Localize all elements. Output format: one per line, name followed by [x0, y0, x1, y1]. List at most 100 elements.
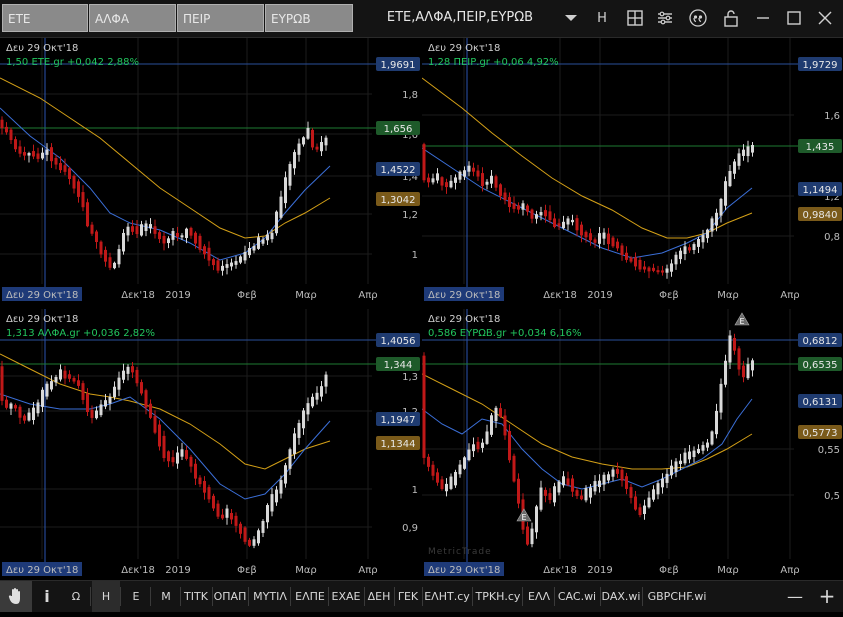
symbol-tab-3[interactable]: ΠΕΙΡ — [177, 4, 264, 32]
bottom-tab-8[interactable]: ΕΛΠΕ — [295, 590, 325, 603]
candle-body — [629, 257, 633, 262]
chart-panel-ete[interactable]: Δευ 29 Οκτ'18 1,50 ΕΤΕ.gr +0,042 2,88% 1,8… — [0, 38, 421, 306]
candle-body — [50, 147, 53, 162]
quote-icon[interactable] — [687, 6, 709, 30]
crosshair-date-tag: Δευ 29 Οκτ'18 — [2, 562, 82, 576]
chart-panel-eurob[interactable]: E E MetricTrade Δευ 29 Οκτ'18 0,586 ΕΥΡΩΒ.gr… — [422, 309, 843, 579]
chart-ete[interactable]: Δευ 29 Οκτ'18 1,50 ΕΤΕ.gr +0,042 2,88% 1,8… — [0, 38, 421, 306]
symbol-tab-2[interactable]: ΑΛΦΑ — [89, 4, 176, 32]
candle-body — [598, 480, 601, 487]
candle-body — [539, 487, 543, 510]
candle-body — [167, 451, 170, 462]
x-tick-label: Φεβ — [237, 565, 257, 576]
candle-body — [95, 410, 98, 419]
bottom-tab-17[interactable]: GBPCHF.wi — [647, 590, 707, 603]
bottom-tab-12[interactable]: ΕΛΗΤ.cy — [424, 590, 470, 603]
candle-body — [638, 259, 642, 270]
symbol-tab-4[interactable]: ΕΥΡΩΒ — [265, 4, 353, 32]
candle-body — [472, 444, 475, 452]
event-marker[interactable]: E — [734, 312, 750, 326]
y-tick-label: 1 — [412, 485, 418, 496]
bottom-tab-16[interactable]: DAX.wi — [601, 590, 641, 603]
candle-body — [0, 366, 4, 401]
tab-separator — [422, 587, 423, 606]
candle-body — [751, 145, 754, 153]
candle-body — [9, 129, 13, 141]
candle-body — [472, 167, 475, 172]
candle-body — [203, 480, 206, 493]
candle-body — [207, 247, 211, 261]
bottom-tab-3[interactable]: E — [132, 590, 140, 603]
bottom-tab-11[interactable]: ΓΕΚ — [397, 590, 419, 603]
x-tick-label: Μαρ — [717, 565, 739, 576]
candle-body — [248, 248, 251, 256]
candle-body — [45, 383, 49, 397]
candle-body — [724, 181, 727, 206]
chart-peir[interactable]: Δευ 29 Οκτ'18 1,28 ΠΕΙΡ.gr +0,06 4,92% 1,6… — [422, 38, 843, 306]
candle-body — [449, 476, 453, 489]
candle-body — [584, 231, 588, 238]
candle-body — [701, 235, 705, 243]
close-icon[interactable] — [814, 6, 836, 30]
chart-alfa[interactable]: Δευ 29 Οκτ'18 1,313 ΑΛΦΑ.gr +0,036 2,82% 1… — [0, 309, 421, 579]
candle-body — [81, 192, 85, 208]
price-badge-label: 1,9691 — [381, 60, 416, 71]
bottom-tab-10[interactable]: ΔΕΗ — [367, 590, 391, 603]
candle-body — [499, 408, 502, 417]
candle-body — [616, 241, 619, 249]
bottom-tab-7[interactable]: ΜΥΤΙΛ — [253, 590, 287, 603]
chart-eurob[interactable]: E E MetricTrade Δευ 29 Οκτ'18 0,586 ΕΥΡΩΒ.gr… — [422, 309, 843, 579]
maximize-icon[interactable] — [783, 6, 805, 30]
candle-body — [688, 247, 691, 251]
candle-body — [566, 218, 570, 225]
grid-icon[interactable] — [624, 6, 646, 30]
candle-body — [284, 465, 287, 484]
info-icon[interactable]: i — [44, 587, 50, 606]
candle-body — [288, 164, 292, 186]
candle-body — [602, 232, 606, 239]
tab-separator — [120, 587, 121, 606]
hand-icon[interactable] — [0, 581, 32, 612]
candle-body — [194, 463, 197, 479]
bottom-tab-6[interactable]: ΟΠΑΠ — [213, 590, 247, 603]
tab-separator — [248, 587, 249, 606]
candle-body — [544, 489, 547, 496]
bottom-tab-15[interactable]: CAC.wi — [557, 590, 597, 603]
bottom-tab-13[interactable]: ΤΡΚΗ.cy — [475, 590, 521, 603]
candle-body — [153, 226, 157, 234]
candle-body — [261, 521, 265, 533]
chevron-down-icon[interactable] — [560, 6, 582, 30]
period-label[interactable]: H — [597, 10, 607, 26]
x-tick-label: Δευ 29 Οκτ'18 — [428, 290, 500, 301]
chart-panel-alfa[interactable]: Δευ 29 Οκτ'18 1,313 ΑΛΦΑ.gr +0,036 2,82% 1… — [0, 309, 421, 579]
bottom-tab-1[interactable]: Ω — [71, 590, 81, 603]
bottom-tab-14[interactable]: ΕΛΛ — [528, 590, 550, 603]
event-marker[interactable]: E — [516, 508, 532, 522]
candle-body — [611, 237, 615, 247]
settings-icon[interactable] — [654, 6, 676, 30]
moving-average-long — [0, 353, 331, 470]
candle-body — [746, 146, 750, 157]
bottom-tab-5[interactable]: TITK — [184, 590, 208, 603]
candle-body — [562, 221, 565, 229]
bottom-tab-9[interactable]: ΕΧΑΕ — [331, 590, 361, 603]
bottom-tab-2[interactable]: H — [92, 581, 120, 612]
symbol-tab-1[interactable]: ΕΤΕ — [2, 4, 88, 32]
candle-body — [131, 226, 134, 232]
chart-background — [422, 309, 843, 579]
candle-body — [688, 451, 691, 460]
chart-panel-peir[interactable]: Δευ 29 Οκτ'18 1,28 ΠΕΙΡ.gr +0,06 4,92% 1,6… — [422, 38, 843, 306]
x-tick-label: 2019 — [587, 290, 612, 301]
bottom-tab-4[interactable]: M — [161, 590, 171, 603]
y-tick-label: 0,9 — [402, 523, 418, 534]
unlock-icon[interactable] — [720, 6, 742, 30]
candle-body — [279, 480, 283, 494]
y-tick-label: 1,3 — [402, 372, 418, 383]
candle-body — [454, 177, 457, 183]
chart-date-label: Δευ 29 Οκτ'18 — [6, 43, 78, 54]
candle-body — [239, 256, 242, 263]
crosshair-date-tag: Δευ 29 Οκτ'18 — [2, 287, 82, 301]
plus-icon[interactable]: + — [818, 584, 836, 608]
minimize-icon[interactable] — [752, 6, 774, 30]
minus-icon[interactable]: — — [787, 587, 803, 606]
